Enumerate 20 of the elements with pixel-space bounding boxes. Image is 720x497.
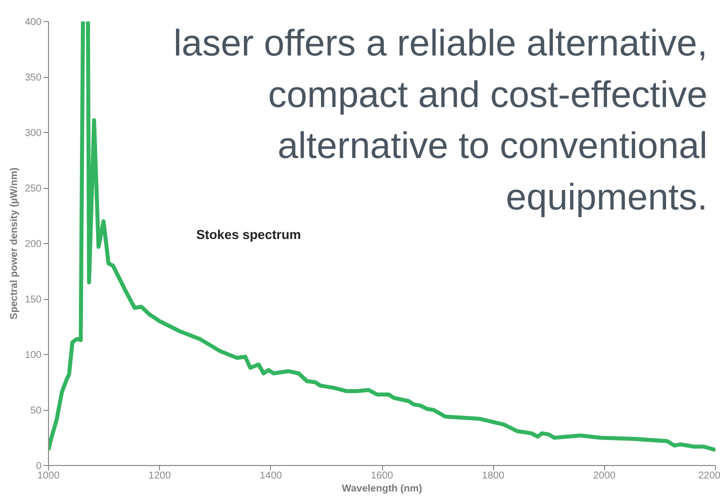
y-tick-label: 400	[24, 17, 42, 28]
x-axis-title: Wavelength (nm)	[342, 484, 422, 494]
y-tick-label: 0	[36, 461, 42, 472]
y-tick-label: 350	[24, 72, 42, 84]
y-tick-label: 50	[30, 406, 42, 416]
x-tick-label: 1600	[370, 470, 394, 482]
text: Stokes spectrum	[196, 227, 301, 242]
y-tick-label: 200	[24, 239, 42, 250]
y-tick-label: 150	[24, 294, 42, 306]
y-axis-title: Spectral power density (µW/nm)	[8, 168, 20, 320]
x-tick-label: 1200	[148, 470, 172, 482]
x-tick-label: 2200	[698, 470, 720, 482]
x-tick-label: 1800	[482, 470, 505, 482]
y-tick-label: 300	[24, 128, 42, 139]
y-tick-label: 250	[24, 184, 42, 194]
x-tick-label: 1000	[37, 470, 60, 482]
annotation: laser offers a reliable alternative, compact and cost-effective alternative to conventional equipments.	[173, 22, 708, 218]
x-tick-label: 2000	[593, 470, 616, 482]
x-tick-label: 1400	[260, 470, 282, 482]
y-tick-label: 100	[24, 350, 42, 361]
